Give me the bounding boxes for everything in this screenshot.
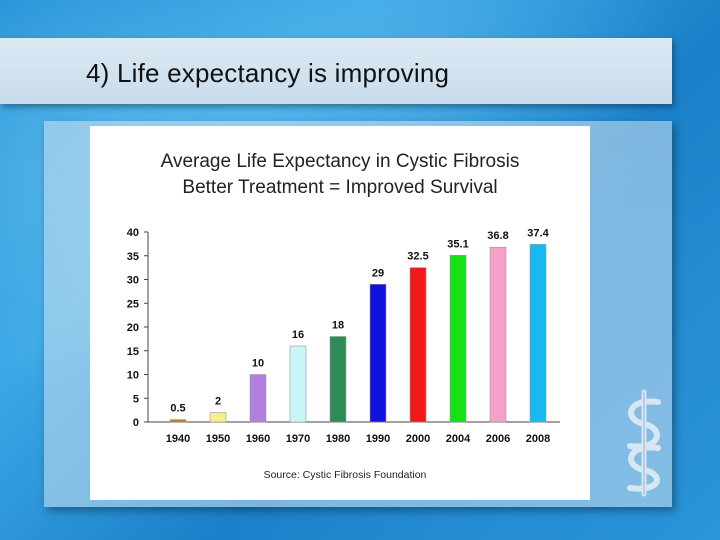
- bar-1970: [289, 345, 307, 423]
- caduceus-icon: [627, 389, 661, 497]
- value-label-2000: 32.5: [407, 251, 428, 263]
- bar-1980: [329, 336, 347, 423]
- x-tick-label-1980: 1980: [326, 433, 350, 445]
- value-label-1970: 16: [292, 329, 304, 341]
- value-label-1940: 0.5: [170, 403, 185, 415]
- value-label-2004: 35.1: [447, 238, 468, 250]
- y-tick-label: 20: [127, 322, 139, 334]
- x-tick-label-1990: 1990: [366, 433, 390, 445]
- chart-source: Source: Cystic Fibrosis Foundation: [264, 469, 427, 481]
- bar-2008: [529, 244, 547, 423]
- x-tick-label-1940: 1940: [166, 433, 190, 445]
- bar-1960: [249, 374, 267, 423]
- y-tick-label: 40: [127, 227, 139, 239]
- bar-1950: [209, 412, 227, 423]
- bar-2000: [409, 267, 427, 423]
- bar-2006: [489, 246, 507, 423]
- x-tick-label-1960: 1960: [246, 433, 270, 445]
- bar-1940: [169, 419, 187, 423]
- value-label-1990: 29: [372, 267, 384, 279]
- value-label-2006: 36.8: [487, 230, 508, 242]
- chart-title: Average Life Expectancy in Cystic Fibros…: [161, 151, 520, 172]
- chart-value-labels: 0.5 2 10 16 18 29 32.5 35.1 36.8 37.4: [170, 227, 549, 414]
- value-label-2008: 37.4: [527, 227, 549, 239]
- chart-y-tick-labels: 0 5 10 15 20 25 30 35 40: [127, 227, 139, 429]
- y-tick-label: 10: [127, 370, 139, 382]
- chart-subtitle: Better Treatment = Improved Survival: [182, 177, 497, 198]
- value-label-1980: 18: [332, 320, 344, 332]
- chart-card: Average Life Expectancy in Cystic Fibros…: [90, 126, 590, 500]
- value-label-1950: 2: [215, 396, 221, 408]
- value-label-1960: 10: [252, 358, 264, 370]
- bar-1990: [369, 283, 387, 423]
- x-tick-label-2000: 2000: [406, 433, 430, 445]
- title-band: [0, 38, 672, 104]
- y-tick-label: 35: [127, 251, 139, 263]
- x-tick-label-2008: 2008: [526, 433, 550, 445]
- bar-2004: [449, 254, 467, 423]
- y-tick-label: 30: [127, 275, 139, 287]
- x-tick-label-2006: 2006: [486, 433, 510, 445]
- chart-x-tick-labels: 1940 1950 1960 1970 1980 1990 2000 2004 2006 2008: [166, 433, 550, 445]
- y-tick-label: 0: [133, 417, 139, 429]
- x-tick-label-2004: 2004: [446, 433, 471, 445]
- x-tick-label-1950: 1950: [206, 433, 230, 445]
- x-tick-label-1970: 1970: [286, 433, 310, 445]
- bar-chart: Average Life Expectancy in Cystic Fibros…: [127, 151, 560, 481]
- slide-title: 4) Life expectancy is improving: [86, 58, 450, 88]
- chart-bars: [169, 244, 547, 423]
- y-tick-label: 15: [127, 346, 139, 358]
- y-tick-label: 5: [133, 393, 139, 405]
- y-tick-label: 25: [127, 298, 139, 310]
